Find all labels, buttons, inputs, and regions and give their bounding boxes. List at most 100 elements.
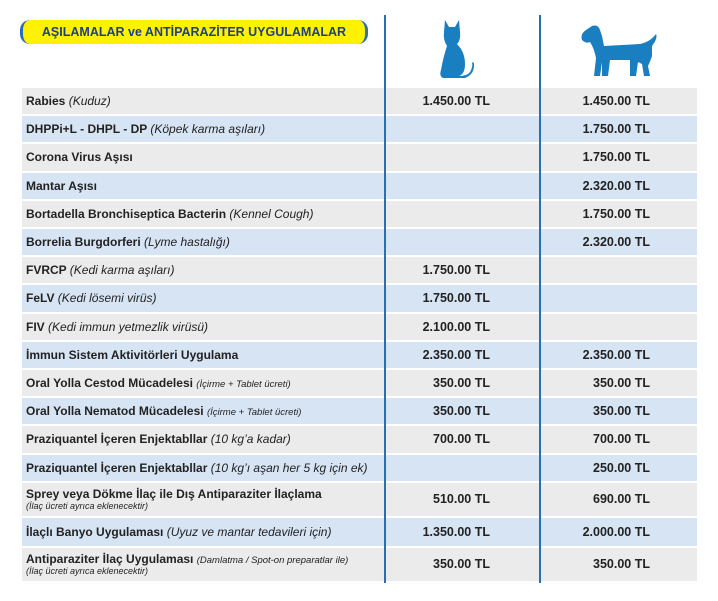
table-row: Praziquantel İçeren Enjektabllar (10 kg’… [22,426,697,453]
dog-price: 350.00 TL [593,404,650,419]
service-name: Oral Yolla Nematod Mücadelesi (İçirme + … [26,398,386,424]
table-row: Oral Yolla Cestod Mücadelesi (İçirme + T… [22,370,697,397]
cat-price: 2.100.00 TL [422,319,490,334]
service-note: (10 kg’ı aşan her 5 kg için ek) [210,460,368,475]
service-name: FVRCP (Kedi karma aşıları) [26,257,386,283]
section-title: AŞILAMALAR ve ANTİPARAZİTER UYGULAMALAR [20,20,368,44]
service-title: Oral Yolla Nematod Mücadelesi [26,404,204,419]
service-note: (10 kg’a kadar) [210,432,291,447]
column-divider [539,15,541,583]
dog-price: 350.00 TL [593,376,650,391]
table-row: Bortadella Bronchiseptica Bacterin (Kenn… [22,200,697,227]
service-title: Mantar Aşısı [26,178,97,193]
service-line: Borrelia Burgdorferi (Lyme hastalığı) [26,235,386,249]
service-name: İmmun Sistem Aktivitörleri Uygulama [26,342,386,368]
service-title: İlaçlı Banyo Uygulaması [26,524,164,539]
dog-price: 700.00 TL [593,432,650,447]
cat-icon [440,20,475,78]
service-line: FIV (Kedi immun yetmezlik virüsü) [26,320,386,334]
service-name: Praziquantel İçeren Enjektabllar (10 kg’… [26,426,386,452]
service-name: Oral Yolla Cestod Mücadelesi (İçirme + T… [26,370,386,396]
service-title: Sprey veya Dökme İlaç ile Dış Antiparazi… [26,487,322,502]
service-title: Praziquantel İçeren Enjektabllar [26,460,208,475]
table-row: DHPPi+L - DHPL - DP (Köpek karma aşıları… [22,116,697,143]
service-title: Praziquantel İçeren Enjektabllar [26,432,208,447]
service-title: Oral Yolla Cestod Mücadelesi [26,376,193,391]
table-row: FIV (Kedi immun yetmezlik virüsü) 2.100.0… [22,313,697,340]
cat-price: 350.00 TL [433,557,490,572]
service-title: FIV [26,319,45,334]
cat-price: 350.00 TL [433,376,490,391]
service-name: Antiparaziter İlaç Uygulaması (Damlatma … [26,548,386,581]
table-row: Sprey veya Dökme İlaç ile Dış Antiparazi… [22,482,697,516]
service-note: (Uyuz ve mantar tedavileri için) [166,524,332,539]
service-line: FeLV (Kedi lösemi virüs) [26,291,386,305]
table-row: Rabies (Kuduz) 1.450.00 TL 1.450.00 TL [22,88,697,115]
table-row: İmmun Sistem Aktivitörleri Uygulama 2.350… [22,341,697,368]
service-title: DHPPi+L - DHPL - DP [26,122,148,137]
service-title: Antiparaziter İlaç Uygulaması [26,552,194,567]
cat-price: 1.750.00 TL [422,291,490,306]
dog-price: 1.750.00 TL [582,122,650,137]
cat-price: 510.00 TL [433,492,490,507]
service-name: Bortadella Bronchiseptica Bacterin (Kenn… [26,201,386,227]
dog-price: 2.320.00 TL [582,235,650,250]
service-note: (Köpek karma aşıları) [150,122,266,137]
table-row: İlaçlı Banyo Uygulaması (Uyuz ve mantar … [22,517,697,546]
service-note: (Kedi immun yetmezlik virüsü) [48,319,209,334]
dog-price: 1.750.00 TL [582,206,650,221]
service-line: Mantar Aşısı [26,179,386,193]
cat-price: 350.00 TL [433,404,490,419]
table-row: FVRCP (Kedi karma aşıları) 1.750.00 TL [22,257,697,284]
service-line: Oral Yolla Cestod Mücadelesi (İçirme + T… [26,376,386,390]
cat-price: 2.350.00 TL [422,347,490,362]
dog-price: 350.00 TL [593,557,650,572]
service-title: Rabies [26,94,66,109]
table-row: Corona Virus Aşısı 1.750.00 TL [22,144,697,171]
service-name: FIV (Kedi immun yetmezlik virüsü) [26,314,386,340]
service-subnote: (İlaç ücreti ayrıca eklenecektir) [26,501,149,512]
table-row: Borrelia Burgdorferi (Lyme hastalığı) 2.3… [22,229,697,256]
service-subnote: (İlaç ücreti ayrıca eklenecektir) [26,566,149,577]
table-row: Oral Yolla Nematod Mücadelesi (İçirme + … [22,398,697,425]
dog-price: 2.320.00 TL [582,178,650,193]
service-line: DHPPi+L - DHPL - DP (Köpek karma aşıları… [26,122,386,136]
dog-price: 690.00 TL [593,492,650,507]
service-title: Bortadella Bronchiseptica Bacterin [26,206,227,221]
dog-price: 2.000.00 TL [582,524,650,539]
service-note: (Kedi lösemi virüs) [57,291,157,306]
service-name: DHPPi+L - DHPL - DP (Köpek karma aşıları… [26,116,386,142]
service-title: FeLV [26,291,55,306]
service-line: İmmun Sistem Aktivitörleri Uygulama [26,348,386,362]
dog-price: 2.350.00 TL [582,347,650,362]
service-line: Corona Virus Aşısı [26,150,386,164]
service-title: Borrelia Burgdorferi [26,235,141,250]
service-note: (Kennel Cough) [229,206,314,221]
service-name: Praziquantel İçeren Enjektabllar (10 kg’… [26,455,386,481]
service-title: İmmun Sistem Aktivitörleri Uygulama [26,347,239,362]
cat-price: 1.350.00 TL [422,524,490,539]
service-line: FVRCP (Kedi karma aşıları) [26,263,386,277]
service-note: (İçirme + Tablet ücreti) [206,407,302,419]
service-line: Bortadella Bronchiseptica Bacterin (Kenn… [26,207,386,221]
service-line: Sprey veya Dökme İlaç ile Dış Antiparazi… [26,487,386,501]
service-name: Borrelia Burgdorferi (Lyme hastalığı) [26,229,386,255]
dog-icon [581,25,657,76]
cat-price: 700.00 TL [433,432,490,447]
service-title: FVRCP [26,263,67,278]
service-line: Oral Yolla Nematod Mücadelesi (İçirme + … [26,404,386,418]
dog-price: 250.00 TL [593,460,650,475]
service-name: Rabies (Kuduz) [26,88,386,114]
dog-price: 1.750.00 TL [582,150,650,165]
table-row: Praziquantel İçeren Enjektabllar (10 kg’… [22,454,697,481]
service-name: Corona Virus Aşısı [26,144,386,170]
cat-price: 1.450.00 TL [422,94,490,109]
service-note: (İçirme + Tablet ücreti) [196,379,291,391]
service-line: İlaçlı Banyo Uygulaması (Uyuz ve mantar … [26,525,386,539]
service-note: (Damlatma / Spot-on preparatlar ile) [196,555,349,567]
table-row: Antiparaziter İlaç Uygulaması (Damlatma … [22,547,697,581]
service-title: Corona Virus Aşısı [26,150,133,165]
service-line: Rabies (Kuduz) [26,94,386,108]
table-row: Mantar Aşısı 2.320.00 TL [22,172,697,199]
